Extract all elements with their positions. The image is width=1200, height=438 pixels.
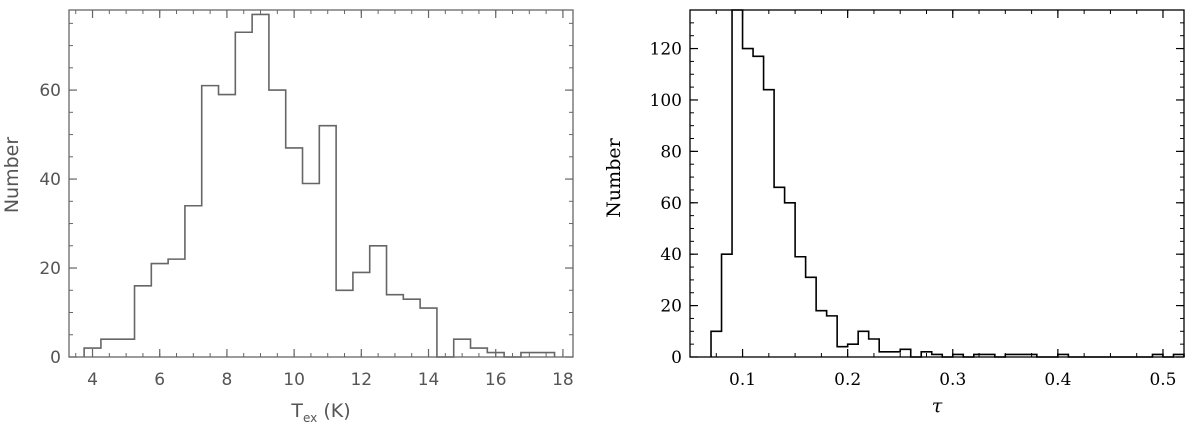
histogram-bar <box>722 254 733 357</box>
histogram-bar <box>286 148 303 357</box>
x-tick-label: 12 <box>350 370 372 390</box>
histogram-bar <box>235 32 252 357</box>
histogram-bar <box>1016 354 1027 357</box>
x-tick-label: 0.2 <box>834 370 861 390</box>
histogram-bar <box>1005 354 1016 357</box>
histogram-bar <box>890 352 901 357</box>
histogram-bar <box>420 308 437 357</box>
histogram-bar <box>932 354 943 357</box>
histogram-bar <box>319 126 336 357</box>
histogram-bar <box>795 257 806 357</box>
x-tick-label: 16 <box>485 370 507 390</box>
x-tick-label: 0.3 <box>939 370 966 390</box>
histogram-bar <box>1173 354 1184 357</box>
histogram-bar <box>202 86 219 357</box>
y-axis-title: Number <box>1 137 23 214</box>
histogram-bar <box>900 349 911 357</box>
histogram-bar <box>785 203 796 357</box>
histogram-bar <box>1152 354 1163 357</box>
histogram-bar <box>353 272 370 357</box>
histogram-bar <box>454 339 471 357</box>
histogram-bar <box>1026 354 1037 357</box>
histogram-bar <box>219 95 236 357</box>
histogram-bar <box>185 206 202 357</box>
x-axis-title: Tex (K) <box>290 400 350 425</box>
y-tick-label: 0 <box>50 348 61 368</box>
histogram-bar <box>774 187 785 357</box>
histogram-bar <box>974 354 985 357</box>
histogram-bar <box>953 354 964 357</box>
x-tick-label: 10 <box>283 370 305 390</box>
y-tick-label: 60 <box>39 81 61 101</box>
histogram-bar <box>848 344 859 357</box>
histogram-bar <box>984 354 995 357</box>
histogram-bar <box>538 353 555 357</box>
histogram-bar <box>269 90 286 357</box>
histogram-bar <box>387 295 404 357</box>
histogram-bar <box>879 352 890 357</box>
right-chart-tau-histogram: 0.1 0.2 0.3 0.4 0.5 0 20 40 60 80 100 120 Number τ <box>603 9 1185 417</box>
histogram-bar <box>858 331 869 357</box>
y-tick-label: 0 <box>671 348 682 368</box>
x-tick-label: 0.1 <box>729 370 756 390</box>
histogram-bar <box>84 348 101 357</box>
histogram-bar <box>487 353 504 357</box>
x-axis-title: τ <box>932 395 943 417</box>
y-tick-label: 40 <box>39 170 61 190</box>
plot-frame <box>68 9 574 358</box>
histogram-outline <box>710 9 1185 358</box>
y-tick-label: 40 <box>660 245 682 265</box>
x-tick-label: 0.4 <box>1044 370 1071 390</box>
histogram-bar <box>135 286 152 357</box>
histogram-bar <box>753 56 764 357</box>
y-tick-label: 80 <box>660 142 682 162</box>
plot-frame <box>689 9 1185 358</box>
histogram-bar <box>711 331 722 357</box>
histogram-bar <box>118 339 135 357</box>
x-tick-label: 8 <box>222 370 233 390</box>
histogram-bar <box>764 90 775 357</box>
y-tick-label: 100 <box>650 91 682 111</box>
histogram-bar <box>806 277 817 357</box>
histogram-bar <box>336 290 353 357</box>
left-chart-tex-histogram: 4 6 8 10 12 14 16 18 0 20 40 60 Number Tex (K) <box>1 9 574 425</box>
histogram-bar <box>869 339 880 357</box>
histogram-bar <box>1058 354 1069 357</box>
y-tick-label: 20 <box>39 259 61 279</box>
histogram-outline <box>83 13 556 358</box>
x-tick-label: 18 <box>552 370 574 390</box>
histogram-bar <box>732 10 743 357</box>
x-tick-label: 6 <box>154 370 165 390</box>
histogram-bar <box>743 49 754 357</box>
histogram-bar <box>303 184 320 358</box>
x-tick-label: 0.5 <box>1149 370 1176 390</box>
histogram-bar <box>168 259 185 357</box>
histogram-bar <box>101 339 118 357</box>
histogram-bar <box>921 352 932 357</box>
y-tick-label: 120 <box>650 40 682 60</box>
y-tick-label: 20 <box>660 297 682 317</box>
histogram-bar <box>827 316 838 357</box>
histogram-bar <box>252 14 269 357</box>
histogram-bar <box>471 348 488 357</box>
histogram-bar <box>370 246 387 357</box>
histogram-bar <box>151 264 168 357</box>
y-tick-label: 60 <box>660 194 682 214</box>
histogram-bar <box>837 347 848 357</box>
histogram-bar <box>816 311 827 357</box>
x-tick-label: 14 <box>418 370 440 390</box>
x-tick-label: 4 <box>87 370 98 390</box>
y-axis-title: Number <box>603 137 625 217</box>
histogram-bar <box>521 353 538 357</box>
histogram-bar <box>403 299 420 357</box>
